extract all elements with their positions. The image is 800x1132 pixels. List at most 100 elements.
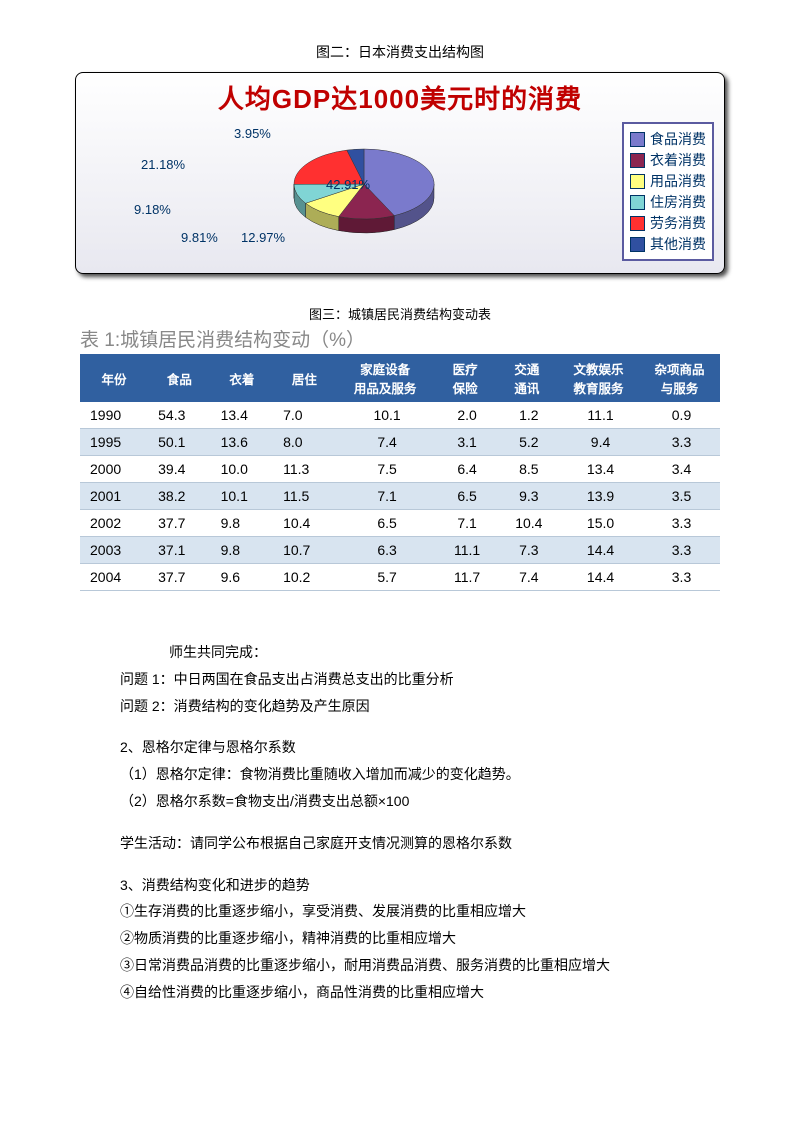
col-header: 居住 xyxy=(273,354,335,402)
col-header: 衣着 xyxy=(211,354,273,402)
p4: 2、恩格尔定律与恩格尔系数 xyxy=(120,736,690,760)
cell: 14.4 xyxy=(558,564,639,591)
cell: 7.3 xyxy=(496,537,558,564)
cell: 5.2 xyxy=(496,429,558,456)
cell: 0.9 xyxy=(639,402,720,429)
cell: 10.0 xyxy=(211,456,273,483)
cell: 2004 xyxy=(80,564,148,591)
table-row: 200437.79.610.25.711.77.414.43.3 xyxy=(80,564,720,591)
p10: ②物质消费的比重逐步缩小，精神消费的比重相应增大 xyxy=(120,927,690,951)
cell: 10.4 xyxy=(496,510,558,537)
cell: 7.5 xyxy=(336,456,435,483)
cell: 13.4 xyxy=(558,456,639,483)
table-row: 200138.210.111.57.16.59.313.93.5 xyxy=(80,483,720,510)
p11: ③日常消费品消费的比重逐步缩小，耐用消费品消费、服务消费的比重相应增大 xyxy=(120,954,690,978)
col-header: 食品 xyxy=(148,354,210,402)
cell: 3.4 xyxy=(639,456,720,483)
figure-3-caption: 图三：城镇居民消费结构变动表 xyxy=(70,304,730,323)
cell: 7.1 xyxy=(336,483,435,510)
legend-label: 劳务消费 xyxy=(650,213,706,233)
table-row: 200237.79.810.46.57.110.415.03.3 xyxy=(80,510,720,537)
table-row: 200337.19.810.76.311.17.314.43.3 xyxy=(80,537,720,564)
cell: 1990 xyxy=(80,402,148,429)
cell: 37.7 xyxy=(148,510,210,537)
table-row: 199054.313.47.010.12.01.211.10.9 xyxy=(80,402,720,429)
legend-swatch xyxy=(630,195,645,210)
cell: 10.7 xyxy=(273,537,335,564)
cell: 3.3 xyxy=(639,510,720,537)
cell: 6.5 xyxy=(435,483,496,510)
cell: 50.1 xyxy=(148,429,210,456)
cell: 11.1 xyxy=(558,402,639,429)
cell: 14.4 xyxy=(558,537,639,564)
figure-2-caption: 图二：日本消费支出结构图 xyxy=(70,42,730,62)
pct-food: 42.91% xyxy=(326,177,370,192)
pct-other: 3.95% xyxy=(234,126,271,141)
cell: 6.4 xyxy=(435,456,496,483)
cell: 7.1 xyxy=(435,510,496,537)
cell: 2.0 xyxy=(435,402,496,429)
cell: 10.4 xyxy=(273,510,335,537)
cell: 13.4 xyxy=(211,402,273,429)
cell: 11.7 xyxy=(435,564,496,591)
cell: 37.1 xyxy=(148,537,210,564)
legend-label: 食品消费 xyxy=(650,129,706,149)
cell: 9.3 xyxy=(496,483,558,510)
data-table: 年份食品衣着居住家庭设备用品及服务医疗保险交通通讯文教娱乐教育服务杂项商品与服务… xyxy=(80,354,720,591)
legend-label: 用品消费 xyxy=(650,171,706,191)
cell: 11.1 xyxy=(435,537,496,564)
p3: 问题 2：消费结构的变化趋势及产生原因 xyxy=(120,695,690,719)
legend-swatch xyxy=(630,132,645,147)
legend-item: 其他消费 xyxy=(630,234,706,254)
cell: 10.2 xyxy=(273,564,335,591)
cell: 7.4 xyxy=(496,564,558,591)
cell: 7.4 xyxy=(336,429,435,456)
body-text: 师生共同完成： 问题 1：中日两国在食品支出占消费总支出的比重分析 问题 2：消… xyxy=(120,641,690,1005)
p6: （2）恩格尔系数=食物支出/消费支出总额×100 xyxy=(120,790,690,814)
p7: 学生活动：请同学公布根据自己家庭开支情况测算的恩格尔系数 xyxy=(120,832,690,856)
cell: 6.3 xyxy=(336,537,435,564)
cell: 8.5 xyxy=(496,456,558,483)
cell: 9.6 xyxy=(211,564,273,591)
cell: 9.8 xyxy=(211,537,273,564)
cell: 2003 xyxy=(80,537,148,564)
cell: 13.9 xyxy=(558,483,639,510)
legend-item: 食品消费 xyxy=(630,129,706,149)
chart-title: 人均GDP达1000美元时的消费 xyxy=(86,79,714,116)
cell: 38.2 xyxy=(148,483,210,510)
cell: 11.3 xyxy=(273,456,335,483)
col-header: 医疗保险 xyxy=(435,354,496,402)
cell: 1.2 xyxy=(496,402,558,429)
cell: 39.4 xyxy=(148,456,210,483)
cell: 3.3 xyxy=(639,537,720,564)
cell: 9.8 xyxy=(211,510,273,537)
legend-item: 用品消费 xyxy=(630,171,706,191)
col-header: 文教娱乐教育服务 xyxy=(558,354,639,402)
cell: 8.0 xyxy=(273,429,335,456)
cell: 10.1 xyxy=(211,483,273,510)
p1: 师生共同完成： xyxy=(120,641,690,665)
legend-item: 住房消费 xyxy=(630,192,706,212)
cell: 9.4 xyxy=(558,429,639,456)
legend-swatch xyxy=(630,216,645,231)
cell: 2002 xyxy=(80,510,148,537)
pie-chart-container: 人均GDP达1000美元时的消费 42.91% 12.97% 9.81% 9.1… xyxy=(75,72,725,274)
cell: 6.5 xyxy=(336,510,435,537)
p8: 3、消费结构变化和进步的趋势 xyxy=(120,874,690,898)
cell: 1995 xyxy=(80,429,148,456)
cell: 13.6 xyxy=(211,429,273,456)
chart-legend: 食品消费衣着消费用品消费住房消费劳务消费其他消费 xyxy=(622,122,714,261)
legend-label: 其他消费 xyxy=(650,234,706,254)
cell: 11.5 xyxy=(273,483,335,510)
cell: 3.1 xyxy=(435,429,496,456)
p2: 问题 1：中日两国在食品支出占消费总支出的比重分析 xyxy=(120,668,690,692)
legend-label: 住房消费 xyxy=(650,192,706,212)
table-title: 表 1:城镇居民消费结构变动（%） xyxy=(80,325,720,352)
pct-house: 9.18% xyxy=(134,202,171,217)
legend-item: 衣着消费 xyxy=(630,150,706,170)
table-row: 199550.113.68.07.43.15.29.43.3 xyxy=(80,429,720,456)
col-header: 年份 xyxy=(80,354,148,402)
pct-labor: 21.18% xyxy=(141,157,185,172)
cell: 3.3 xyxy=(639,564,720,591)
cell: 10.1 xyxy=(336,402,435,429)
